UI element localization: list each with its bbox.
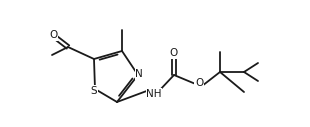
Text: S: S xyxy=(91,86,97,96)
Text: N: N xyxy=(135,69,143,79)
Text: O: O xyxy=(49,30,57,40)
Text: NH: NH xyxy=(146,89,162,99)
Text: O: O xyxy=(195,78,203,88)
Text: O: O xyxy=(170,48,178,58)
